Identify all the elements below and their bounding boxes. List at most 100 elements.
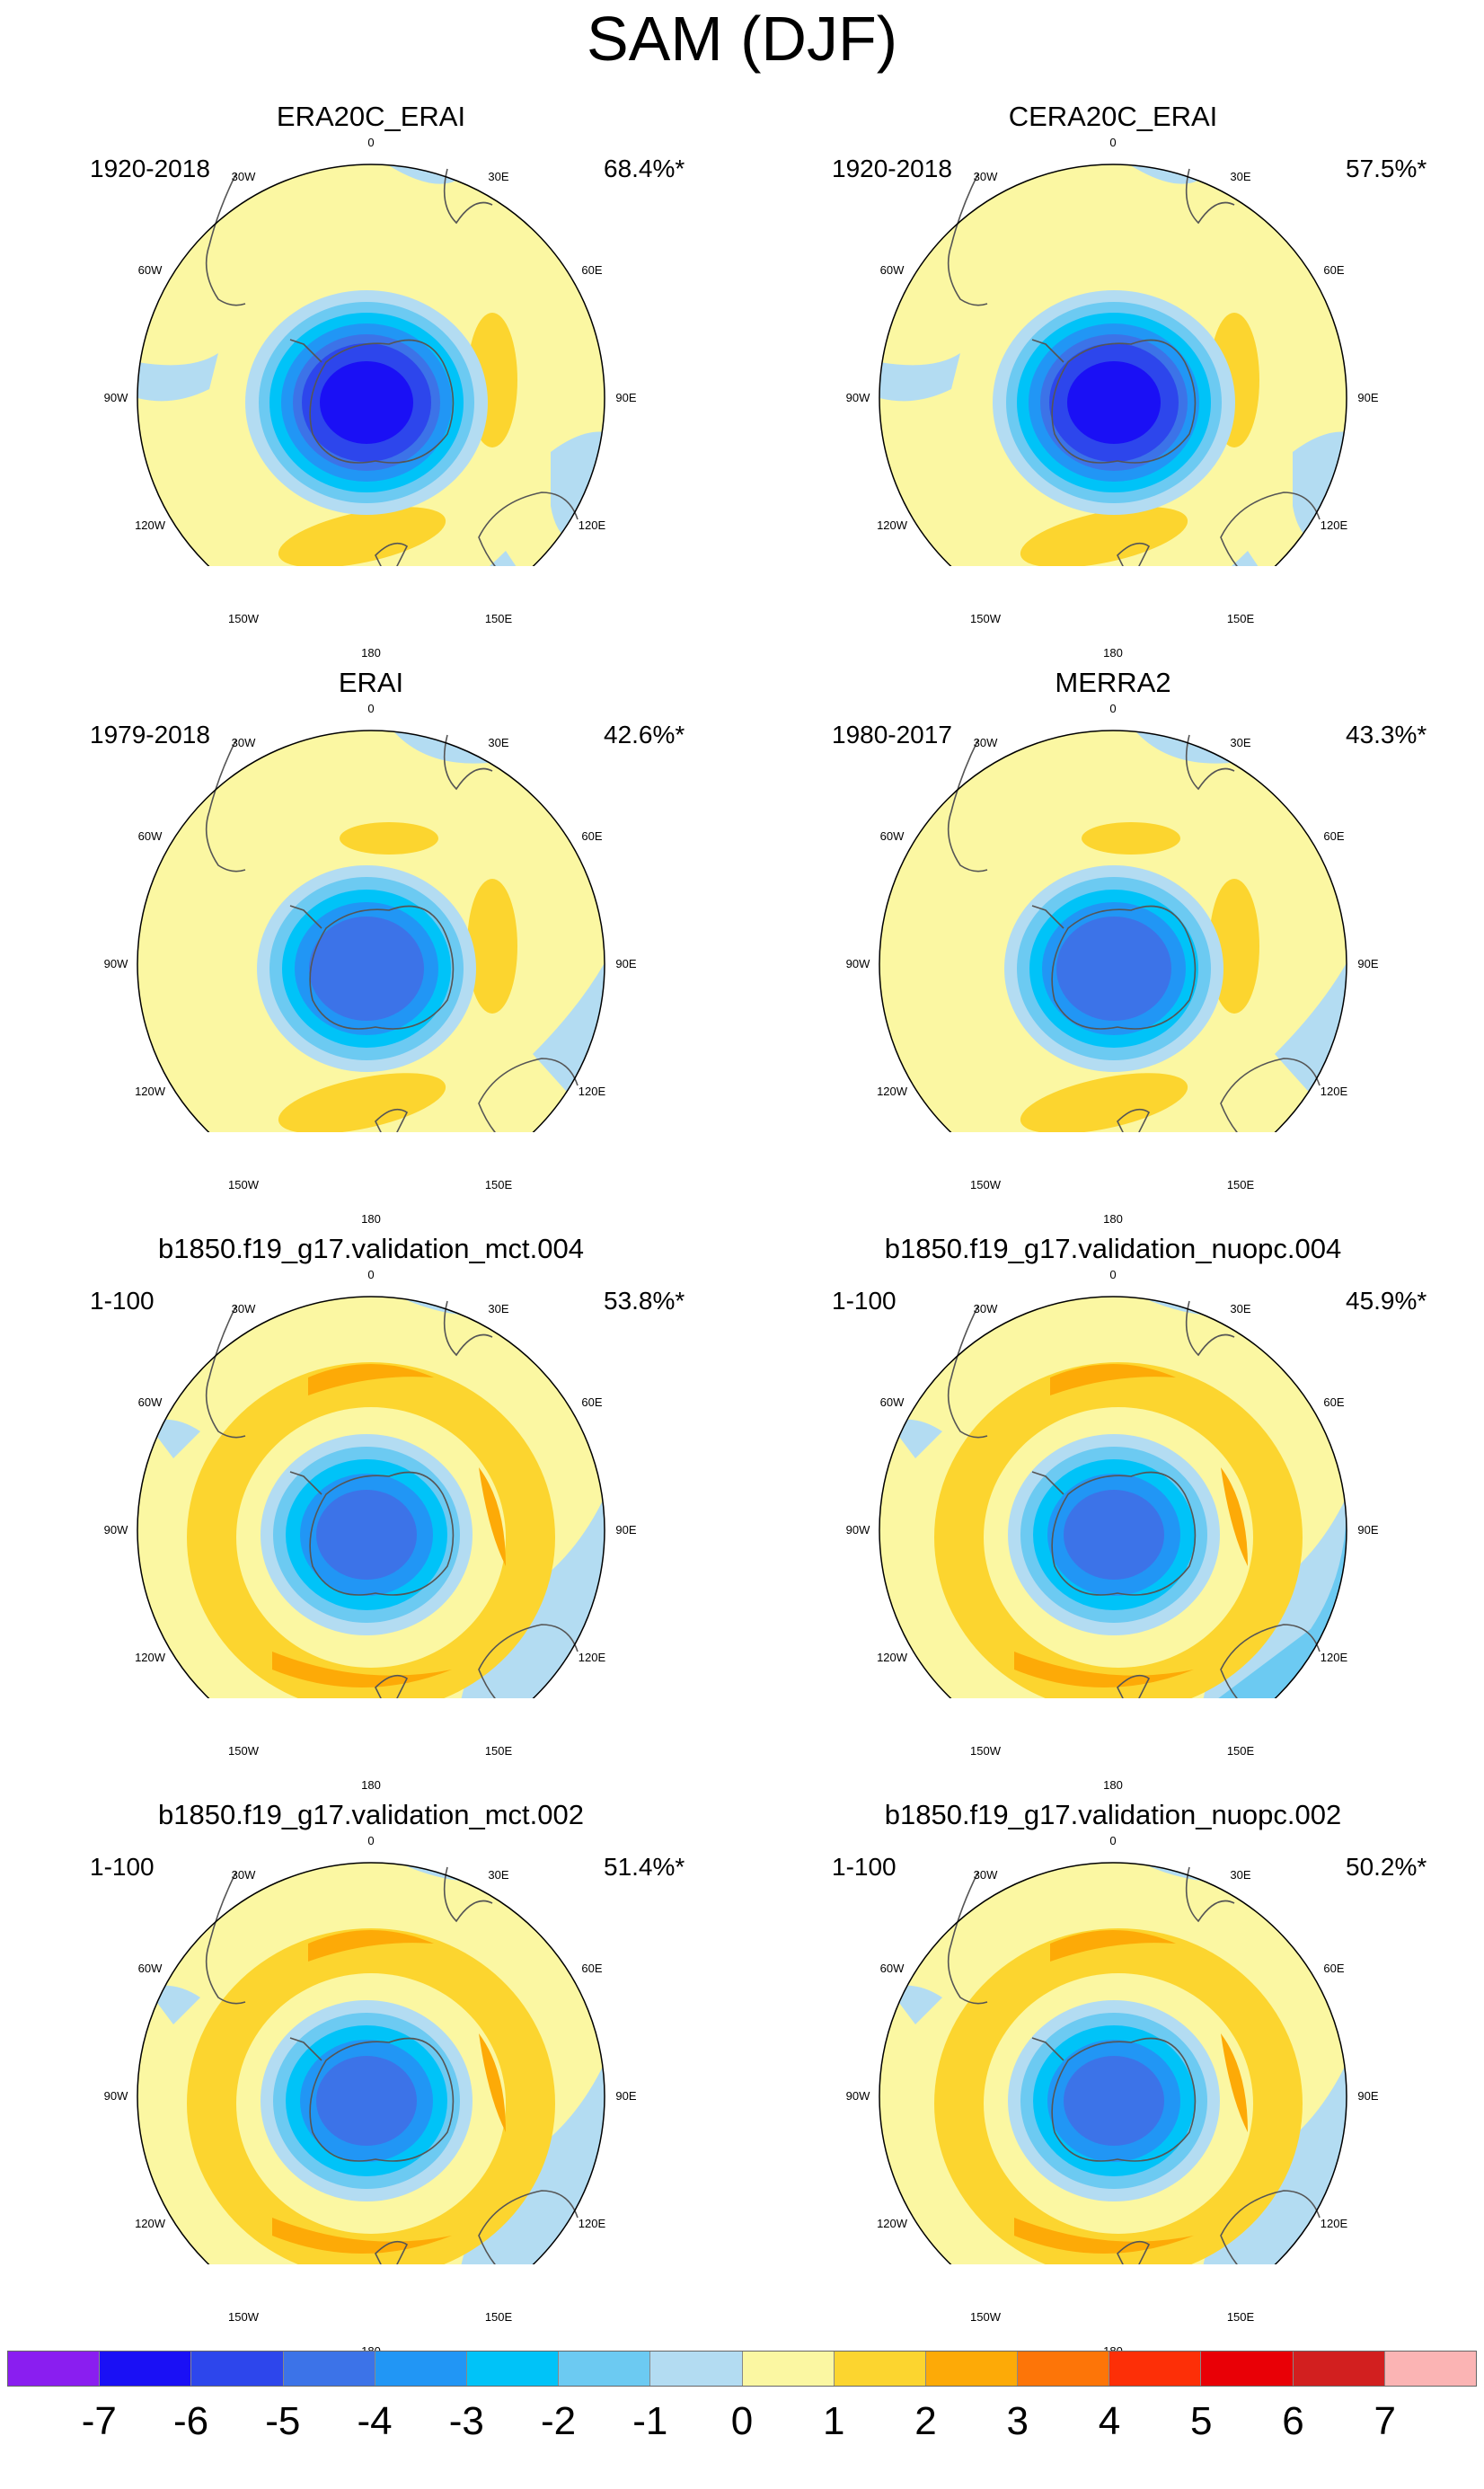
longitude-label: 90E: [615, 1523, 637, 1537]
panel-title: b1850.f19_g17.validation_mct.002: [158, 1799, 584, 1830]
polar-stereographic-map: [879, 164, 1347, 566]
colorbar-tick-label: -5: [265, 2399, 301, 2443]
polar-stereographic-map: [879, 1862, 1347, 2264]
longitude-label: 150E: [484, 1743, 513, 1758]
longitude-label: 90W: [103, 1523, 128, 1537]
colorbar-swatch: [925, 2352, 1019, 2386]
colorbar-swatch: [466, 2352, 560, 2386]
panel-title: ERAI: [338, 667, 404, 698]
longitude-label: 30E: [488, 1302, 509, 1316]
longitude-label: 120W: [135, 2217, 166, 2230]
longitude-label: 60E: [581, 829, 603, 843]
colorbar-swatch: [8, 2352, 101, 2386]
longitude-label: 30E: [1230, 1868, 1251, 1882]
map-panel: b1850.f19_g17.validation_nuopc.004 1-100 4…: [742, 1132, 1484, 1792]
panel-period: 1-100: [90, 1853, 155, 1881]
longitude-label: 90E: [1357, 2089, 1379, 2103]
longitude-label: 120W: [135, 1651, 166, 1664]
polar-stereographic-map: [137, 730, 605, 1132]
panel-title: ERA20C_ERAI: [276, 101, 466, 132]
panel-variance-percent: 68.4%*: [604, 155, 685, 182]
longitude-label: 120E: [578, 518, 606, 532]
longitude-label: 150W: [970, 1177, 1001, 1191]
panel-variance-percent: 57.5%*: [1346, 155, 1427, 182]
map-panel: b1850.f19_g17.validation_nuopc.002 1-100 5…: [742, 1698, 1484, 2358]
longitude-label: 60E: [1323, 263, 1345, 277]
panel-title: b1850.f19_g17.validation_mct.004: [158, 1233, 584, 1264]
longitude-label: 90E: [615, 391, 637, 404]
colorbar-tick-label: -3: [448, 2399, 484, 2443]
polar-stereographic-map: [137, 1296, 605, 1698]
longitude-label: 60W: [879, 1395, 905, 1409]
panel-period: 1920-2018: [90, 155, 210, 182]
colorbar-swatch: [191, 2352, 284, 2386]
longitude-label: 60W: [137, 1395, 163, 1409]
panel-variance-percent: 51.4%*: [604, 1853, 685, 1881]
panel-title: b1850.f19_g17.validation_nuopc.002: [884, 1799, 1342, 1830]
longitude-label: 0: [367, 702, 375, 715]
longitude-label: 60W: [879, 829, 905, 843]
longitude-label: 120W: [877, 518, 908, 532]
map-panel: ERAI 1979-2018 42.6%* 0 30E 60E 90E 120E 150E 180…: [0, 566, 742, 1226]
longitude-label: 180: [1103, 1212, 1123, 1226]
polar-stereographic-map: [879, 730, 1347, 1132]
longitude-label: 60E: [581, 1395, 603, 1409]
longitude-label: 90E: [1357, 391, 1379, 404]
colorbar-tick-label: 1: [823, 2399, 845, 2443]
longitude-label: 120W: [877, 1651, 908, 1664]
longitude-label: 30W: [973, 1868, 998, 1882]
longitude-label: 120E: [1320, 1651, 1348, 1664]
panel-period: 1920-2018: [832, 155, 952, 182]
colorbar-tick-label: 7: [1374, 2399, 1396, 2443]
map-panel: b1850.f19_g17.validation_mct.002 1-100 51.…: [0, 1698, 742, 2358]
map-panel: b1850.f19_g17.validation_mct.004 1-100 53.…: [0, 1132, 742, 1792]
longitude-label: 30W: [973, 736, 998, 750]
panel-period: 1-100: [832, 1853, 897, 1881]
longitude-label: 150E: [1226, 2309, 1255, 2324]
colorbar-tick-label: -6: [172, 2399, 209, 2443]
longitude-label: 150W: [970, 2309, 1001, 2324]
longitude-label: 180: [1103, 1778, 1123, 1792]
longitude-label: 60E: [1323, 1962, 1345, 1975]
colorbar-swatch: [559, 2352, 651, 2386]
panel-variance-percent: 45.9%*: [1346, 1287, 1427, 1315]
longitude-label: 90W: [845, 1523, 870, 1537]
longitude-label: 0: [1109, 1834, 1117, 1847]
longitude-label: 30W: [973, 170, 998, 184]
longitude-label: 60E: [581, 1962, 603, 1975]
longitude-label: 60E: [1323, 829, 1345, 843]
longitude-label: 120E: [1320, 518, 1348, 532]
longitude-label: 60E: [1323, 1395, 1345, 1409]
longitude-label: 150W: [228, 1177, 259, 1191]
colorbar-swatch: [1384, 2352, 1476, 2386]
colorbar-swatch: [1293, 2352, 1385, 2386]
longitude-label: 180: [361, 1212, 381, 1226]
longitude-label: 0: [367, 1268, 375, 1281]
longitude-label: 120E: [578, 2217, 606, 2230]
longitude-label: 90E: [1357, 1523, 1379, 1537]
longitude-label: 150E: [1226, 611, 1255, 625]
longitude-label: 120E: [1320, 2217, 1348, 2230]
longitude-label: 60W: [137, 1962, 163, 1975]
longitude-label: 90W: [845, 2089, 870, 2103]
panel-title: CERA20C_ERAI: [1008, 101, 1218, 132]
longitude-label: 150W: [970, 1743, 1001, 1758]
longitude-label: 30E: [1230, 1302, 1251, 1316]
colorbar-swatch: [100, 2352, 192, 2386]
colorbar-swatch: [283, 2352, 375, 2386]
longitude-label: 60W: [879, 1962, 905, 1975]
colorbar-swatch: [1109, 2352, 1202, 2386]
colorbar-swatch: [650, 2352, 743, 2386]
longitude-label: 90W: [845, 391, 870, 404]
longitude-label: 120W: [877, 2217, 908, 2230]
longitude-label: 30E: [488, 170, 509, 184]
longitude-label: 120W: [877, 1085, 908, 1098]
longitude-label: 0: [1109, 1268, 1117, 1281]
panel-variance-percent: 53.8%*: [604, 1287, 685, 1315]
colorbar-swatch: [834, 2352, 926, 2386]
colorbar-tick-label: -4: [357, 2399, 393, 2443]
longitude-label: 30E: [488, 736, 509, 750]
colorbar-tick-label: 4: [1098, 2399, 1121, 2443]
panel-period: 1-100: [90, 1287, 155, 1315]
longitude-label: 150E: [1226, 1743, 1255, 1758]
